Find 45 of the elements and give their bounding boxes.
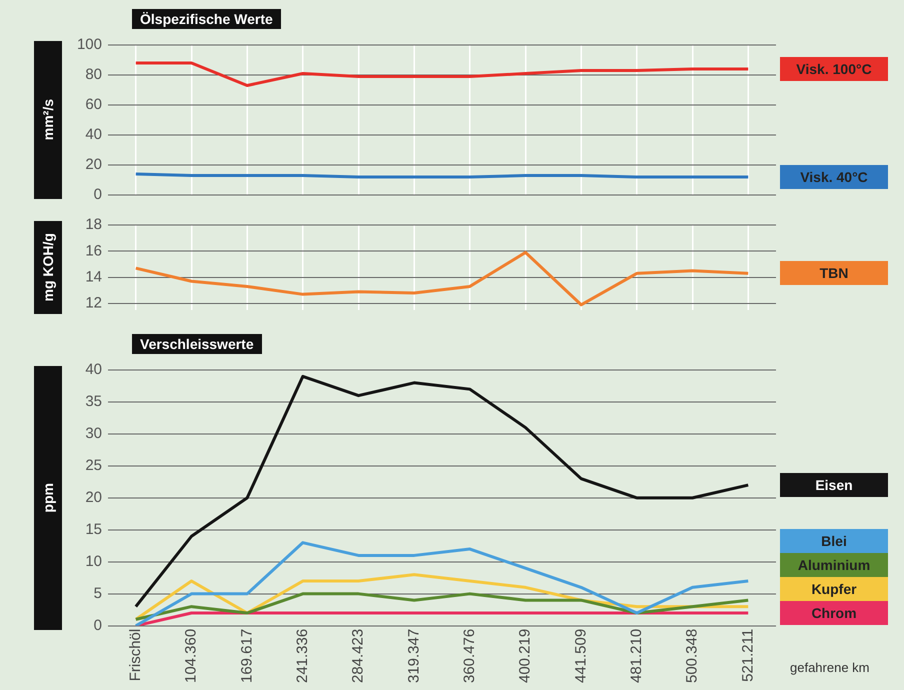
x-tick-label: 500.348 (684, 628, 701, 684)
x-tick-label: 241.336 (294, 628, 311, 684)
y-tick-label: 25 (85, 457, 102, 474)
x-tick-label: 441.509 (572, 628, 590, 684)
text: Aluminium (780, 552, 888, 577)
text: Kupfer (780, 576, 888, 601)
x-tick-label: 319.347 (405, 628, 422, 684)
x-tick-label: 481.210 (628, 628, 645, 684)
x-axis-title: gefahrene km (790, 660, 870, 675)
text: Blei (780, 528, 888, 553)
y-tick-label: 60 (85, 96, 102, 114)
y-tick-label: 40 (85, 361, 102, 378)
y-tick-label: 16 (85, 242, 102, 260)
y-tick-label: 10 (85, 552, 102, 570)
chart-title: Verschleisswerte (132, 334, 262, 354)
y-tick-label: 35 (85, 393, 102, 410)
x-tick-label: 169.617 (238, 628, 256, 684)
y-tick-label: 30 (85, 425, 102, 442)
y-tick-label: 12 (85, 294, 102, 312)
y-axis-title: mm²/s (40, 99, 56, 141)
x-tick-label: 400.219 (516, 628, 534, 684)
text: TBN (780, 261, 888, 286)
text: Chrom (780, 600, 888, 625)
y-tick-label: 40 (85, 126, 102, 144)
y-tick-label: 18 (85, 216, 102, 234)
y-tick-label: 0 (94, 186, 102, 204)
text: Eisen (780, 473, 888, 498)
y-tick-label: 80 (85, 66, 102, 84)
y-tick-label: 5 (94, 584, 102, 602)
x-tick-label: 284.423 (350, 628, 367, 684)
text: Visk. 40°C (780, 165, 888, 189)
y-tick-label: 15 (85, 521, 102, 538)
x-tick-label: 521.211 (739, 628, 756, 682)
x-tick-label: Frischöl (126, 628, 144, 682)
y-tick-label: 100 (76, 36, 102, 54)
y-tick-label: 14 (85, 268, 102, 286)
x-tick-label: 360.476 (460, 628, 478, 684)
chart-title: Ölspezifische Werte (132, 9, 281, 29)
y-tick-label: 0 (94, 616, 102, 634)
x-tick-label: 104.360 (182, 628, 200, 684)
y-axis-title: ppm (40, 483, 56, 513)
y-axis-title: mg KOH/g (40, 233, 56, 302)
y-tick-label: 20 (85, 489, 102, 506)
text: Visk. 100°C (780, 57, 888, 81)
y-tick-label: 20 (85, 156, 102, 174)
